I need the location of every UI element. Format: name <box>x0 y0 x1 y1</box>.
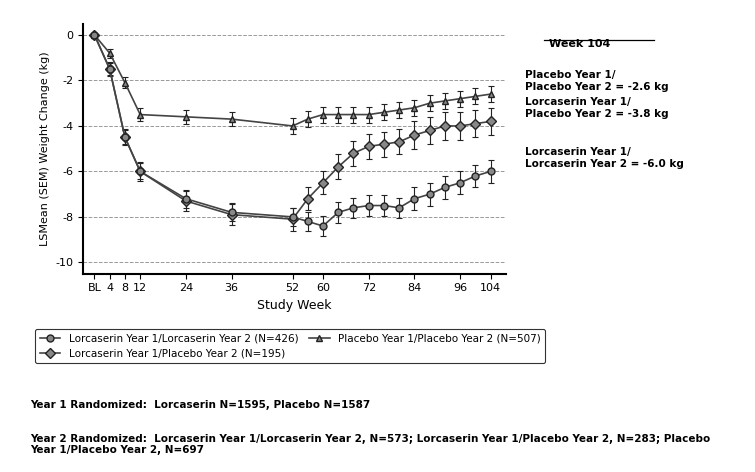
Text: Year 2 Randomized:  Lorcaserin Year 1/Lorcaserin Year 2, N=573; Lorcaserin Year : Year 2 Randomized: Lorcaserin Year 1/Lor… <box>30 433 710 455</box>
Text: Placebo Year 1/
Placebo Year 2 = -2.6 kg: Placebo Year 1/ Placebo Year 2 = -2.6 kg <box>525 70 669 92</box>
Text: Lorcaserin Year 1/
Placebo Year 2 = -3.8 kg: Lorcaserin Year 1/ Placebo Year 2 = -3.8… <box>525 97 669 119</box>
X-axis label: Study Week: Study Week <box>257 299 331 312</box>
Text: Lorcaserin Year 1/
Lorcaserin Year 2 = -6.0 kg: Lorcaserin Year 1/ Lorcaserin Year 2 = -… <box>525 147 684 169</box>
Legend: Lorcaserin Year 1/Lorcaserin Year 2 (N=426), Lorcaserin Year 1/Placebo Year 2 (N: Lorcaserin Year 1/Lorcaserin Year 2 (N=4… <box>35 329 545 363</box>
Text: Year 1 Randomized:  Lorcaserin N=1595, Placebo N=1587: Year 1 Randomized: Lorcaserin N=1595, Pl… <box>30 400 371 410</box>
Text: Week 104: Week 104 <box>548 39 610 49</box>
Y-axis label: LSMean (SEM) Weight Change (kg): LSMean (SEM) Weight Change (kg) <box>40 51 50 246</box>
